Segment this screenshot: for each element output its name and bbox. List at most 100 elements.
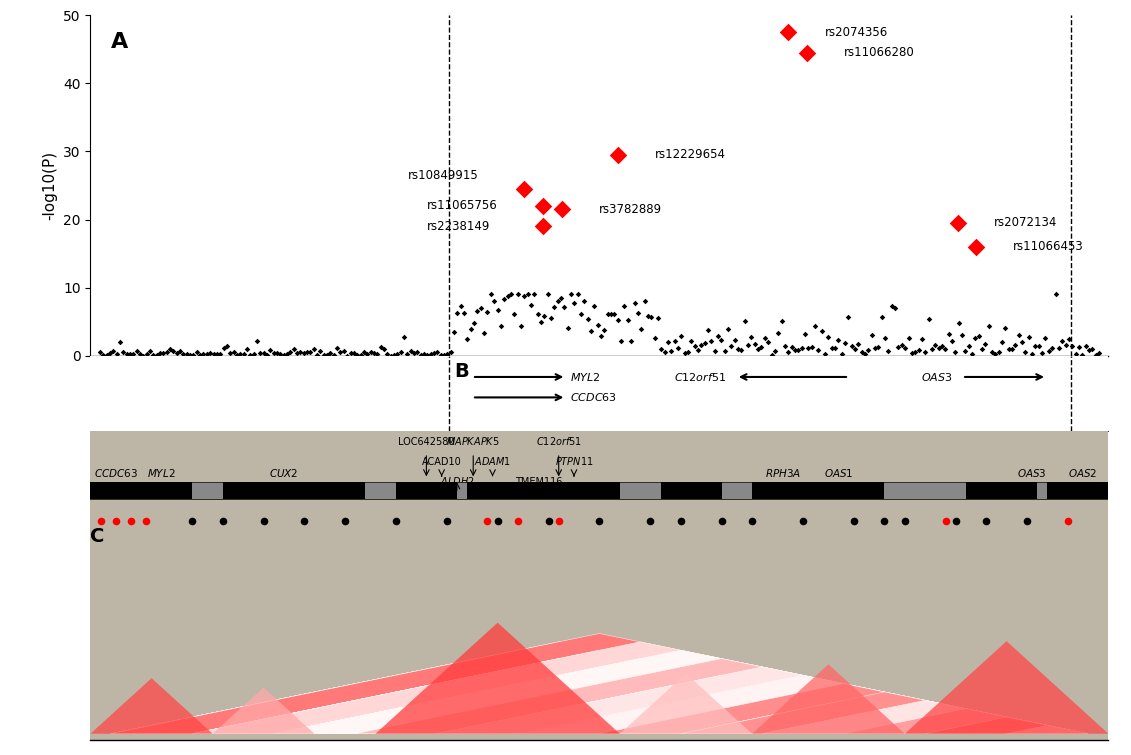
Point [1027, 341, 1045, 353]
Point [969, 330, 987, 342]
Bar [396, 482, 457, 499]
Polygon shape [762, 726, 844, 734]
Point [950, 317, 968, 329]
Point [161, 344, 179, 356]
Point [579, 313, 597, 325]
Point [336, 515, 354, 527]
Polygon shape [375, 623, 620, 734]
Point [936, 344, 955, 356]
Point [973, 343, 991, 355]
Point [528, 308, 546, 320]
Point [1029, 340, 1047, 352]
Point [128, 345, 146, 357]
Point [762, 350, 780, 362]
Polygon shape [355, 667, 1007, 734]
Polygon shape [518, 717, 681, 734]
Text: $\it{CUX2}$: $\it{CUX2}$ [269, 467, 299, 479]
Point [1010, 329, 1028, 341]
Polygon shape [355, 683, 844, 734]
Point [870, 341, 888, 353]
Point [371, 341, 389, 353]
Point [739, 339, 757, 351]
Point [569, 288, 587, 300]
Polygon shape [355, 692, 762, 734]
Polygon shape [599, 726, 681, 734]
Text: $\it{RPH3A}$: $\it{RPH3A}$ [765, 467, 801, 479]
Point [331, 347, 349, 359]
Point [598, 308, 616, 320]
Point [485, 294, 503, 307]
Point [899, 331, 917, 344]
Polygon shape [274, 675, 844, 734]
Point [468, 305, 486, 317]
Point [318, 349, 336, 361]
Point [482, 288, 500, 300]
Point [101, 347, 119, 359]
Text: rs2072134: rs2072134 [994, 217, 1057, 230]
Point [374, 344, 392, 356]
Point [455, 307, 473, 319]
Point [786, 344, 804, 356]
Bar [1047, 482, 1108, 499]
Point [1053, 335, 1071, 347]
Polygon shape [192, 683, 681, 734]
Point [582, 325, 601, 337]
Point [234, 348, 252, 360]
Point [896, 342, 914, 354]
Point [682, 335, 700, 347]
Polygon shape [355, 701, 681, 734]
Polygon shape [274, 709, 518, 734]
Polygon shape [518, 709, 762, 734]
Text: $\it{MAPKAPK5}$: $\it{MAPKAPK5}$ [447, 435, 500, 447]
Point [1090, 347, 1108, 359]
Point [849, 337, 867, 350]
Point [812, 325, 830, 337]
Text: 110,576: 110,576 [703, 451, 759, 464]
Point [258, 350, 276, 362]
Point [268, 347, 286, 359]
Point [800, 341, 818, 353]
Polygon shape [437, 692, 844, 734]
Point [572, 308, 590, 320]
Point [301, 346, 319, 358]
Text: $\it{C12orf51}$: $\it{C12orf51}$ [674, 371, 726, 383]
Point [696, 337, 714, 350]
Point [590, 515, 608, 527]
Point [492, 319, 510, 331]
Point [845, 515, 863, 527]
Point [542, 313, 560, 325]
Polygon shape [111, 683, 599, 734]
Point [602, 307, 620, 319]
Point [201, 347, 219, 359]
Point [796, 328, 814, 341]
Polygon shape [274, 701, 599, 734]
Point [749, 343, 767, 355]
Point [506, 307, 524, 319]
Point [610, 149, 628, 161]
Point [726, 334, 744, 346]
Point [314, 349, 333, 361]
Point [612, 334, 630, 347]
Y-axis label: -log10(P): -log10(P) [43, 151, 58, 220]
Point [839, 311, 857, 323]
Point [444, 326, 463, 338]
Point [478, 515, 497, 527]
Point [435, 350, 454, 362]
Polygon shape [111, 650, 925, 734]
Point [141, 345, 159, 357]
Polygon shape [111, 692, 518, 734]
Point [906, 347, 924, 359]
Point [949, 217, 967, 229]
Point [535, 310, 553, 322]
Bar [661, 482, 722, 499]
Point [668, 342, 687, 354]
Point [148, 349, 166, 361]
Point [983, 346, 1001, 358]
Point [502, 288, 520, 300]
Point [461, 322, 480, 334]
Point [692, 339, 710, 351]
Polygon shape [599, 701, 925, 734]
Polygon shape [355, 717, 518, 734]
Text: $\it{OAS1}$: $\it{OAS1}$ [823, 467, 854, 479]
Point [355, 346, 373, 358]
